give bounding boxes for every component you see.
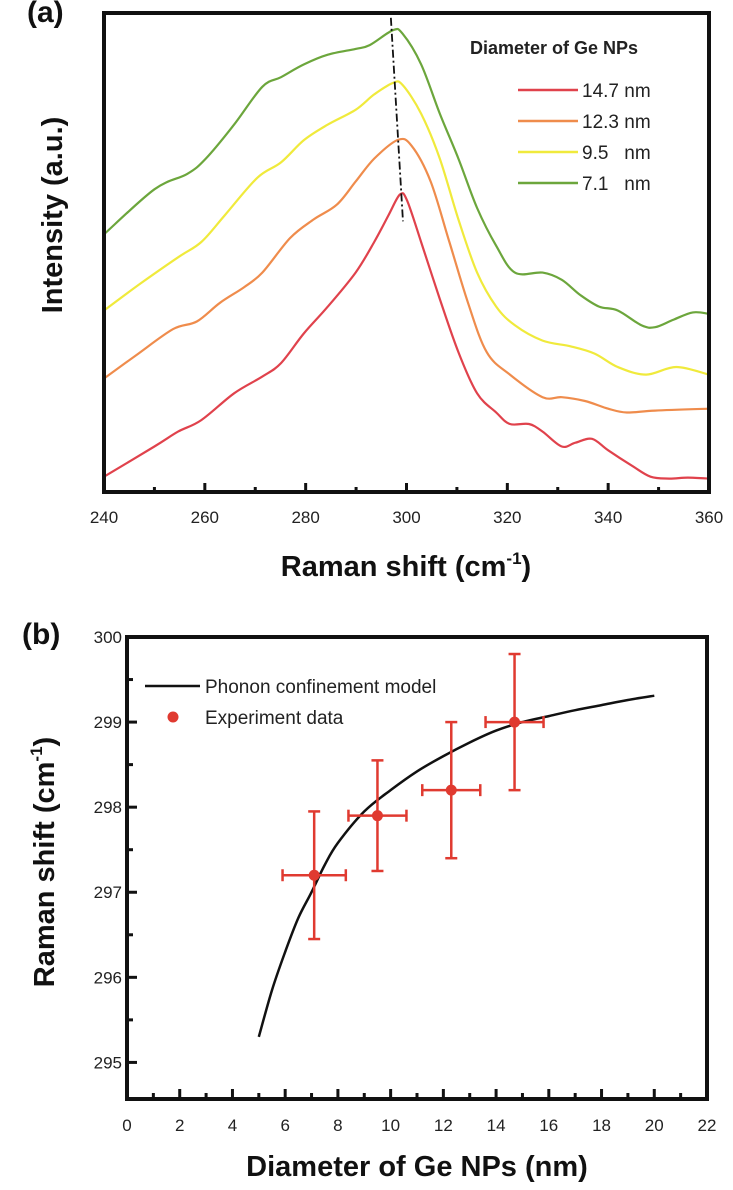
panel-a-frame [102, 11, 711, 494]
x-tick-label: 12 [434, 1116, 453, 1135]
x-tick-label: 8 [333, 1116, 342, 1135]
legend-label: Phonon confinement model [205, 677, 436, 698]
panel-a: (a) 240 260 280 300 320 340 360 Raman shift (c… [27, 0, 723, 583]
panel-a-x-axis-title: Raman shift (cm-1) [281, 549, 531, 583]
spectrum-line-1 [103, 137, 710, 414]
spectrum-line-2 [103, 80, 710, 376]
legend-label: 12.3 nm [582, 112, 651, 133]
data-point-group [484, 652, 545, 792]
x-tick-label: 320 [493, 508, 521, 527]
x-tick-label: 14 [487, 1116, 506, 1135]
data-point-group [347, 759, 408, 873]
y-tick-label: 296 [94, 968, 122, 987]
panel-a-label: (a) [27, 0, 64, 29]
x-tick-label: 280 [291, 508, 319, 527]
panel-b: (b) 0 2 4 6 8 10 12 14 16 18 20 22 295 296 297 298 299 30… [22, 618, 716, 1183]
panel-b-label: (b) [22, 618, 60, 651]
data-point-group [421, 720, 482, 860]
data-point [371, 810, 383, 822]
y-tick-label: 297 [94, 883, 122, 902]
x-tick-label: 16 [539, 1116, 558, 1135]
panel-b-legend: Phonon confinement model Experiment data [145, 677, 436, 729]
y-tick-label: 298 [94, 798, 122, 817]
x-tick-label: 2 [175, 1116, 184, 1135]
x-tick-label: 240 [90, 508, 118, 527]
x-tick-label: 10 [381, 1116, 400, 1135]
legend-label: 14.7 nm [582, 81, 651, 102]
panel-b-frame [125, 635, 709, 1101]
data-point-group [281, 810, 348, 941]
spectrum-line-3 [103, 27, 710, 329]
panel-a-legend: Diameter of Ge NPs 14.7 nm 12.3 nm 9.5 nm 7… [470, 38, 651, 195]
legend-label: 9.5 nm [582, 143, 651, 164]
legend-label: Experiment data [205, 708, 344, 729]
x-tick-label: 260 [191, 508, 219, 527]
y-tick-label: 299 [94, 713, 122, 732]
model-curve [257, 694, 655, 1038]
legend-title: Diameter of Ge NPs [470, 38, 638, 58]
x-tick-label: 18 [592, 1116, 611, 1135]
x-tick-label: 0 [122, 1116, 131, 1135]
x-tick-label: 22 [698, 1116, 717, 1135]
legend-label: 7.1 nm [582, 174, 651, 195]
data-point [509, 716, 521, 728]
x-tick-label: 4 [228, 1116, 237, 1135]
x-tick-label: 340 [594, 508, 622, 527]
panel-b-x-axis-title: Diameter of Ge NPs (nm) [246, 1151, 588, 1183]
x-tick-label: 360 [695, 508, 723, 527]
y-tick-label: 295 [94, 1053, 122, 1072]
data-point [445, 784, 457, 796]
y-tick-label: 300 [94, 628, 122, 647]
data-point [308, 869, 320, 881]
x-tick-label: 6 [280, 1116, 289, 1135]
panel-a-y-axis-title: Intensity (a.u.) [37, 117, 69, 314]
spectrum-line-0 [103, 192, 710, 480]
x-tick-label: 300 [392, 508, 420, 527]
x-tick-label: 20 [645, 1116, 664, 1135]
legend-swatch-dot [167, 711, 179, 723]
peak-shift-dashdot-line [389, 17, 404, 222]
panel-b-y-axis-title: Raman shift (cm-1) [27, 737, 61, 987]
